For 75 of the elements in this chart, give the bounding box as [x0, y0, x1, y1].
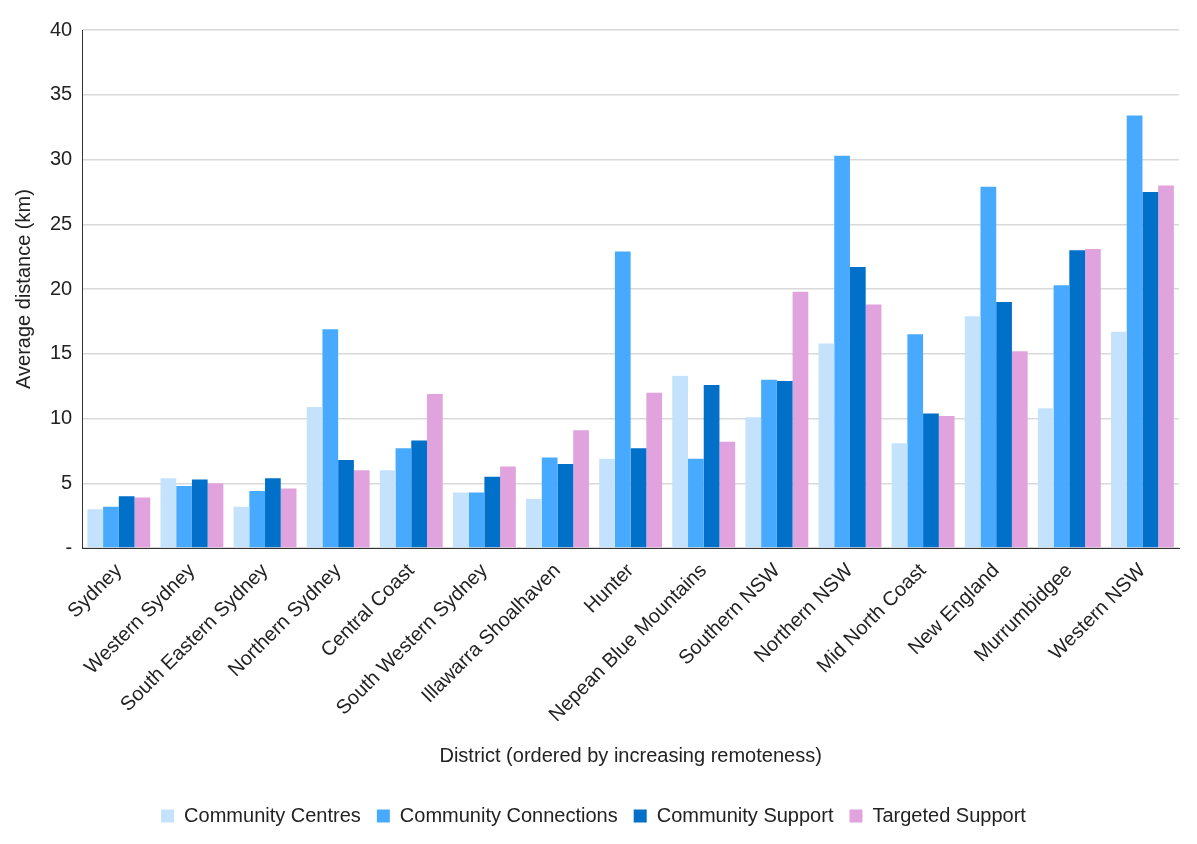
bar [87, 509, 104, 548]
y-tick-label: 20 [50, 276, 73, 299]
bar [688, 458, 704, 548]
bar [265, 478, 281, 548]
bar [719, 441, 736, 548]
bar [1011, 351, 1028, 548]
bar [964, 316, 981, 548]
bar [207, 483, 224, 548]
bar [792, 291, 809, 548]
bar [849, 267, 866, 548]
bar [996, 301, 1012, 548]
bar [233, 506, 250, 548]
bar [322, 329, 339, 548]
bar [703, 384, 720, 548]
legend-label: Community Connections [399, 803, 618, 826]
bar [557, 463, 574, 548]
bar [1111, 331, 1127, 548]
bar [118, 496, 135, 548]
y-tick-label: 15 [50, 341, 73, 364]
bar [672, 375, 689, 548]
bar [865, 304, 882, 548]
bar [938, 415, 955, 548]
bar [1126, 115, 1143, 548]
bar [411, 440, 427, 548]
bar [191, 479, 208, 548]
bar [353, 470, 370, 548]
legend-label: Community Support [656, 803, 834, 826]
bar [1053, 285, 1070, 548]
y-tick-label: 5 [61, 470, 73, 493]
bar [1085, 248, 1101, 548]
bar [249, 491, 266, 548]
bar [745, 417, 762, 548]
bar [160, 478, 177, 548]
bar [834, 155, 850, 548]
legend-label: Community Centres [184, 803, 361, 826]
bar [426, 393, 443, 548]
bar [599, 458, 615, 548]
bar [630, 448, 647, 548]
bar [484, 476, 501, 548]
bar [468, 492, 485, 548]
bar [646, 392, 663, 548]
bar [338, 460, 354, 548]
y-tick-label: 30 [50, 147, 73, 170]
bar [1069, 250, 1086, 548]
y-tick-label: 25 [50, 211, 73, 234]
bar [923, 413, 939, 548]
bar [614, 251, 631, 548]
bar [818, 343, 835, 548]
y-axis-title: Average distance (km) [11, 189, 34, 389]
bar [776, 381, 793, 548]
bar [103, 506, 119, 548]
bar [134, 497, 151, 548]
bar [176, 485, 192, 548]
y-tick-label: - [65, 535, 73, 558]
x-axis-title: District (ordered by increasing remoteness) [439, 743, 822, 766]
bar [1037, 408, 1054, 548]
bar [500, 466, 516, 548]
bar [1158, 185, 1174, 548]
bar [1142, 191, 1159, 548]
bar [306, 406, 323, 548]
y-tick-label: 35 [50, 82, 73, 105]
bar [452, 492, 469, 548]
bar [280, 488, 297, 548]
bar [526, 498, 542, 548]
bar [891, 443, 908, 548]
legend-label: Targeted Support [872, 803, 1027, 826]
y-tick-label: 10 [50, 406, 73, 429]
bar [761, 379, 777, 548]
bar [379, 470, 396, 548]
bar [541, 457, 558, 548]
bar [907, 334, 924, 548]
y-tick-label: 40 [50, 17, 73, 40]
bar [573, 430, 589, 548]
bar [395, 448, 412, 548]
bar [980, 186, 997, 548]
